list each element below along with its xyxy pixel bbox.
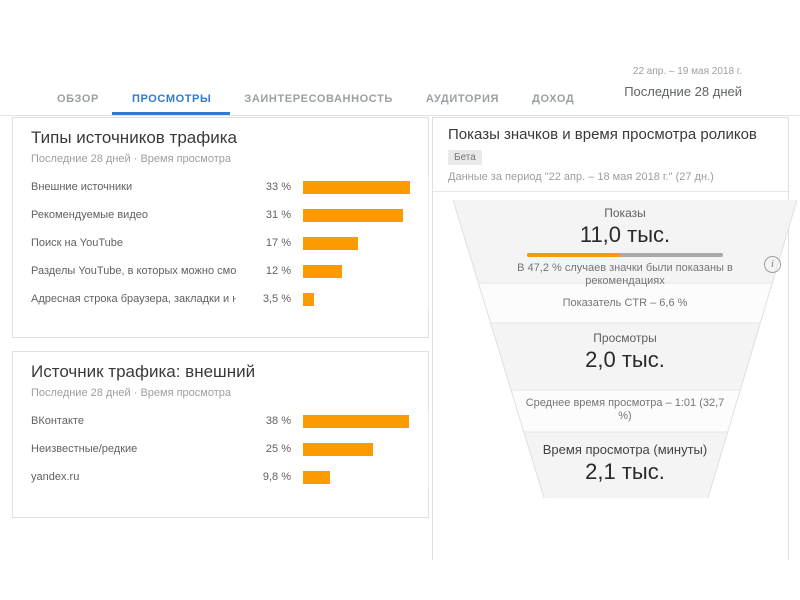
- funnel-stage-views: Просмотры 2,0 тыс.: [453, 323, 797, 390]
- tab-audience[interactable]: АУДИТОРИЯ: [425, 93, 500, 105]
- chart-gridline: [428, 176, 429, 310]
- row-value: 31 %: [265, 209, 291, 221]
- row-value: 17 %: [265, 237, 291, 249]
- row-value: 33 %: [265, 181, 291, 193]
- tab-bar-divider: [0, 115, 800, 116]
- stage-value: 2,0 тыс.: [585, 347, 665, 372]
- avg-time-note: Среднее время просмотра – 1:01 (32,7 %): [525, 397, 725, 422]
- stage-label: Время просмотра (минуты): [542, 442, 708, 457]
- row-label: Разделы YouTube, в которых можно смо...: [31, 265, 236, 277]
- period-text: Последние 28 дней: [624, 84, 742, 99]
- tab-engagement[interactable]: ЗАИНТЕРЕСОВАННОСТЬ: [244, 93, 393, 105]
- chart-gridline: [428, 410, 429, 488]
- chart-row: Адресная строка браузера, закладки и н..…: [31, 285, 428, 313]
- chart-row: Рекомендуемые видео 31 %: [31, 201, 428, 229]
- row-label: ВКонтакте: [31, 415, 84, 427]
- card-subtitle: Данные за период "22 апр. – 18 мая 2018 …: [448, 171, 714, 183]
- bar: [303, 414, 409, 428]
- info-icon[interactable]: i: [764, 256, 781, 273]
- funnel-content: Показы 11,0 тыс. В 47,2 % случаев значки…: [453, 200, 797, 498]
- chart-row: ВКонтакте 38 %: [31, 407, 428, 435]
- row-label: Неизвестные/редкие: [31, 443, 138, 455]
- stage-note: В 47,2 % случаев значки были показаны в …: [517, 262, 733, 287]
- row-label: yandex.ru: [31, 471, 80, 483]
- row-label: Внешние источники: [31, 181, 133, 193]
- stage-value: 11,0 тыс.: [579, 222, 671, 247]
- funnel-stage-watchtime: Время просмотра (минуты) 2,1 тыс.: [453, 432, 797, 498]
- row-label: Адресная строка браузера, закладки и н..…: [31, 293, 236, 305]
- ctr-note: Показатель CTR – 6,6 %: [562, 296, 688, 309]
- bar: [303, 470, 330, 484]
- beta-badge: Бета: [448, 150, 482, 165]
- chart-row: Разделы YouTube, в которых можно смо... 1…: [31, 257, 428, 285]
- stage-label: Показы: [604, 206, 646, 220]
- stage-value: 2,1 тыс.: [585, 459, 665, 484]
- funnel-stage-impressions: Показы 11,0 тыс. В 47,2 % случаев значки…: [453, 200, 797, 287]
- row-label: Рекомендуемые видео: [31, 209, 148, 221]
- card-title: Типы источников трафика: [31, 128, 237, 147]
- traffic-types-card: Типы источников трафика Последние 28 дне…: [12, 117, 429, 338]
- funnel-connector-ctr: Показатель CTR – 6,6 %: [453, 283, 797, 323]
- chart-row: Поиск на YouTube 17 %: [31, 229, 428, 257]
- tab-revenue[interactable]: ДОХОД: [532, 93, 575, 105]
- card-divider: [433, 191, 788, 192]
- impressions-funnel-card: Показы значков и время просмотра роликов…: [432, 117, 797, 560]
- row-label: Поиск на YouTube: [31, 237, 124, 249]
- chart-row: Неизвестные/редкие 25 %: [31, 435, 428, 463]
- funnel-chart: Показы 11,0 тыс. В 47,2 % случаев значки…: [453, 200, 797, 498]
- stage-label: Просмотры: [593, 331, 657, 345]
- analytics-tab-bar: ОБЗОР ПРОСМОТРЫ ЗАИНТЕРЕСОВАННОСТЬ АУДИТ…: [57, 93, 575, 115]
- bar: [303, 208, 403, 222]
- impressions-progress-fill: [527, 253, 620, 257]
- tab-views[interactable]: ПРОСМОТРЫ: [111, 93, 231, 115]
- card-subtitle: Последние 28 дней · Время просмотра: [31, 387, 232, 399]
- funnel-connector-avg-time: Среднее время просмотра – 1:01 (32,7 %): [453, 390, 797, 432]
- tab-overview[interactable]: ОБЗОР: [57, 93, 99, 105]
- bar: [303, 180, 410, 194]
- bar: [303, 236, 358, 250]
- date-range-text: 22 апр. – 19 мая 2018 г.: [632, 66, 742, 77]
- row-value: 12 %: [265, 265, 291, 277]
- bar: [303, 292, 314, 306]
- card-title: Показы значков и время просмотра роликов: [448, 126, 757, 143]
- bar: [303, 264, 342, 278]
- row-value: 38 %: [265, 415, 291, 427]
- bar-chart: Внешние источники 33 % Рекомендуемые видео…: [31, 173, 429, 313]
- date-range-selector[interactable]: 22 апр. – 19 мая 2018 г. Последние 28 дн…: [624, 66, 742, 99]
- chart-row: Внешние источники 33 %: [31, 173, 428, 201]
- row-value: 9,8 %: [262, 471, 291, 483]
- card-subtitle: Последние 28 дней · Время просмотра: [31, 153, 232, 165]
- external-sources-card: Источник трафика: внешний Последние 28 д…: [12, 351, 429, 518]
- row-value: 3,5 %: [262, 293, 291, 305]
- bar: [303, 442, 373, 456]
- row-value: 25 %: [265, 443, 291, 455]
- impressions-progress: [527, 253, 723, 257]
- chart-row: yandex.ru 9,8 %: [31, 463, 428, 491]
- card-title: Источник трафика: внешний: [31, 362, 256, 381]
- bar-chart: ВКонтакте 38 % Неизвестные/редкие 25 % yande…: [31, 407, 429, 491]
